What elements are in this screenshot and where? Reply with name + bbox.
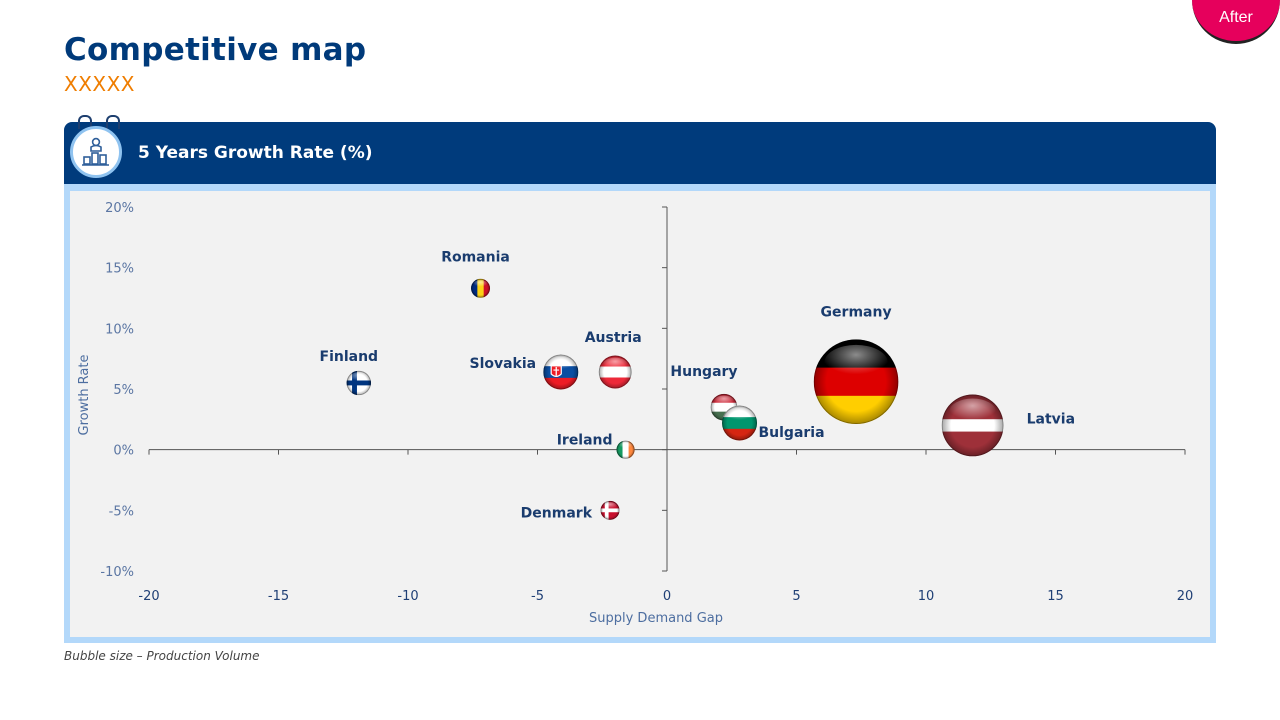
- x-tick-label: 5: [792, 589, 800, 604]
- panel-header: [64, 122, 1216, 184]
- x-tick-label: 20: [1177, 589, 1194, 604]
- x-tick-label: 10: [918, 589, 935, 604]
- bubble-bulgaria: [722, 405, 758, 441]
- bubble-outline: [346, 370, 372, 396]
- x-tick-label: -15: [268, 589, 289, 604]
- x-tick-label: -5: [531, 589, 544, 604]
- bubble-hungary: [710, 393, 738, 421]
- bubble-outline: [600, 500, 620, 520]
- labels-layer: Romania Finland Slovakia Austria Hungary Bulg…: [320, 249, 1076, 521]
- axes-layer: -20 -15 -10 -5 0 5 10 15 20 20% 15% 10% 5% 0% -5% -10%: [100, 201, 1193, 604]
- page-subtitle: XXXXX: [64, 72, 136, 96]
- label-ireland: Ireland: [557, 433, 613, 449]
- label-slovakia: Slovakia: [469, 356, 536, 372]
- y-tick-label: 10%: [105, 322, 134, 337]
- footnote: Bubble size – Production Volume: [64, 649, 260, 663]
- label-finland: Finland: [320, 349, 379, 365]
- bubble-outline: [543, 354, 579, 390]
- plot-area: [70, 191, 1210, 637]
- binder-ring-left: [78, 115, 92, 129]
- y-tick-label: 15%: [105, 262, 134, 277]
- bubble-outline: [471, 278, 491, 298]
- y-tick-label: 20%: [105, 201, 134, 216]
- bubbles-layer: [346, 278, 1004, 520]
- bubble-slovakia: [543, 354, 579, 390]
- bubble-outline: [616, 440, 635, 459]
- y-tick-label: 0%: [113, 444, 134, 459]
- label-latvia: Latvia: [1027, 411, 1075, 427]
- x-axis-title: Supply Demand Gap: [589, 611, 723, 626]
- bubble-outline: [813, 339, 899, 425]
- x-tick-label: -10: [397, 589, 418, 604]
- bubble-ireland: [616, 440, 635, 459]
- page-title: Competitive map: [64, 32, 367, 68]
- label-denmark: Denmark: [521, 505, 593, 521]
- label-romania: Romania: [441, 249, 510, 265]
- bubble-finland: [346, 370, 372, 396]
- label-austria: Austria: [585, 330, 642, 346]
- label-bulgaria: Bulgaria: [758, 425, 824, 441]
- label-hungary: Hungary: [670, 364, 737, 380]
- y-tick-label: -5%: [109, 504, 134, 519]
- y-tick-label: 5%: [113, 383, 134, 398]
- panel-title: 5 Years Growth Rate (%): [138, 143, 373, 163]
- y-axis-title: Growth Rate: [77, 355, 92, 436]
- x-tick-label: -20: [138, 589, 159, 604]
- growth-chart-icon: [70, 126, 122, 178]
- bubble-outline: [722, 405, 758, 441]
- bubble-outline: [598, 355, 632, 389]
- bubble-austria: [598, 355, 632, 389]
- binder-ring-right: [106, 115, 120, 129]
- bubble-denmark: [600, 500, 620, 520]
- bubble-outline: [941, 394, 1004, 457]
- x-tick-label: 15: [1047, 589, 1064, 604]
- after-badge-label: After: [1219, 9, 1253, 26]
- label-germany: Germany: [821, 305, 892, 321]
- x-tick-label: 0: [663, 589, 671, 604]
- bubble-romania: [471, 278, 491, 298]
- y-tick-label: -10%: [100, 565, 134, 580]
- bubble-germany: [813, 339, 899, 425]
